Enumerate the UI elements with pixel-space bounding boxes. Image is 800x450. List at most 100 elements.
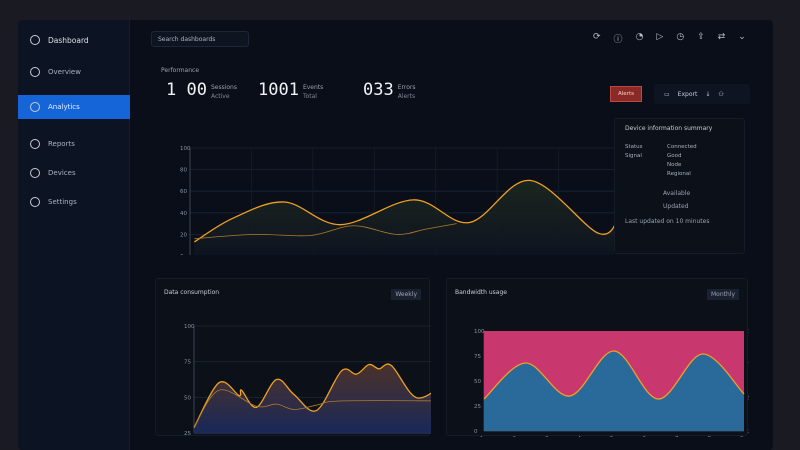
y-tick-label: 20 xyxy=(180,232,187,238)
stat-sub-label: Alerts xyxy=(397,93,416,100)
cloud-icon xyxy=(30,168,40,178)
info-line: Available xyxy=(663,190,691,197)
y-tick-label: 0 xyxy=(474,429,478,435)
user-icon[interactable]: ⚇ xyxy=(718,90,724,98)
info-row: Status Connected xyxy=(625,144,734,153)
image-icon[interactable]: ▭ xyxy=(664,90,670,98)
play-icon[interactable]: ▷ xyxy=(656,32,664,42)
series-line xyxy=(193,363,431,428)
stat-sub-label: Total xyxy=(302,93,317,100)
info-value: Connected xyxy=(667,144,697,150)
gear-icon xyxy=(30,197,40,207)
area-lower xyxy=(484,350,744,431)
info-key xyxy=(625,171,667,180)
stat-sub-label: Active xyxy=(210,93,230,100)
info-row: Node xyxy=(625,162,734,171)
logo-icon xyxy=(30,35,40,45)
info-line: Updated xyxy=(663,203,689,210)
info-value: Regional xyxy=(667,171,691,177)
sync-icon[interactable]: ⇄ xyxy=(717,32,726,42)
info-row: Regional xyxy=(625,171,734,180)
y-tick-label: 100 xyxy=(184,324,195,330)
series-line xyxy=(193,179,621,243)
stat-card: 1 00 Sessions Active xyxy=(166,80,237,100)
x-tick-label: 4 xyxy=(578,436,582,437)
header-icons: ⟳ ⓘ ◔ ▷ ◷ ⇪ ⇄ ⌄ xyxy=(593,32,746,45)
stat-card: 033 Errors Alerts xyxy=(363,80,415,100)
stat-label: Sessions xyxy=(210,84,237,91)
stat-card: 1001 Events Total xyxy=(258,80,323,100)
bell-icon[interactable]: ◔ xyxy=(635,32,644,42)
y-tick-label: 100 xyxy=(180,146,191,152)
chart-icon xyxy=(30,102,40,112)
export-button[interactable]: Export xyxy=(677,90,698,98)
info-title: Device information summary xyxy=(625,125,713,132)
x-tick-label: 3 xyxy=(545,436,549,437)
info-value: Good xyxy=(667,153,682,159)
y-tick-label: 75 xyxy=(474,354,481,360)
x-tick-label: 7 xyxy=(675,436,679,437)
y-tick-label: 25 xyxy=(184,431,191,437)
y2-tick-label: 100 xyxy=(748,329,749,335)
range-badge[interactable]: Weekly xyxy=(391,289,421,300)
info-panel: Device information summary Status Connect… xyxy=(614,118,745,254)
sidebar-item[interactable]: Devices xyxy=(18,161,130,185)
info-icon[interactable]: ⓘ xyxy=(613,35,623,45)
x-tick-label: 2 xyxy=(513,436,517,437)
x-tick-label: 1 xyxy=(480,436,484,437)
main-chart: 100806040200JanFebMarAprMayJunJulAug xyxy=(160,120,627,267)
y-tick-label: 100 xyxy=(474,329,485,335)
stat-label: Events xyxy=(302,84,324,91)
sidebar-item[interactable]: Overview xyxy=(18,60,130,84)
y-tick-label: 25 xyxy=(474,404,481,410)
series-line xyxy=(194,223,457,240)
sidebar-item[interactable]: Reports xyxy=(18,132,130,156)
sidebar-item-label: Devices xyxy=(48,169,76,177)
range-badge[interactable]: Monthly xyxy=(706,289,739,300)
area-fill xyxy=(194,180,621,256)
y-tick-label: 60 xyxy=(180,189,187,195)
y2-tick-label: 75 xyxy=(748,362,749,368)
search-input[interactable]: Search dashboards xyxy=(151,31,249,47)
info-key: Status xyxy=(625,144,643,150)
globe-icon xyxy=(30,67,40,77)
app-window: Dashboard Overview Analytics Reports Device… xyxy=(18,20,773,450)
toolbar: ▭ Export ↓ ⚇ xyxy=(654,84,750,104)
y-tick-label: 50 xyxy=(184,395,191,401)
stat-value: 1001 xyxy=(258,80,299,100)
info-key: Signal xyxy=(625,153,642,159)
y-tick-label: 40 xyxy=(180,211,187,217)
folder-icon xyxy=(30,139,40,149)
download-icon[interactable]: ↓ xyxy=(705,90,711,98)
y-tick-label: 75 xyxy=(184,360,191,366)
info-value: Node xyxy=(667,162,682,168)
sidebar-item-label: Analytics xyxy=(48,103,80,111)
sidebar-item-label: Reports xyxy=(48,140,75,148)
info-row: Signal Good xyxy=(625,153,734,162)
y-tick-label: 0 xyxy=(180,254,184,255)
x-tick-label: 8 xyxy=(708,436,712,437)
share-icon[interactable]: ⇪ xyxy=(697,32,705,42)
y-tick-label: 50 xyxy=(474,379,481,385)
sidebar-item-label: Settings xyxy=(48,198,77,206)
sidebar-item[interactable]: Settings xyxy=(18,190,130,214)
brand-name: Dashboard xyxy=(48,35,89,45)
x-tick-label: 5 xyxy=(610,436,614,437)
stat-value: 033 xyxy=(363,80,394,100)
chevron-down-icon[interactable]: ⌄ xyxy=(738,32,746,42)
clock-icon[interactable]: ◷ xyxy=(676,32,685,42)
alert-button[interactable]: Alerts xyxy=(610,86,642,102)
info-key xyxy=(625,162,667,171)
series-line xyxy=(483,350,745,400)
x-tick-label: 9 xyxy=(740,436,744,437)
stat-value: 1 00 xyxy=(166,80,207,100)
x-tick-label: 6 xyxy=(643,436,647,437)
sidebar-item[interactable]: Analytics xyxy=(18,95,130,119)
consumption-panel: Data consumption Weekly 100755025Max8060… xyxy=(155,278,431,437)
refresh-icon[interactable]: ⟳ xyxy=(593,32,601,42)
sidebar-item-label: Overview xyxy=(48,68,81,76)
panel-title: Data consumption xyxy=(164,289,220,296)
stats-label: Performance xyxy=(161,67,200,74)
y-tick-label: 80 xyxy=(180,168,187,174)
bandwidth-panel: Bandwidth usage Monthly 1007550250100755… xyxy=(446,278,749,437)
